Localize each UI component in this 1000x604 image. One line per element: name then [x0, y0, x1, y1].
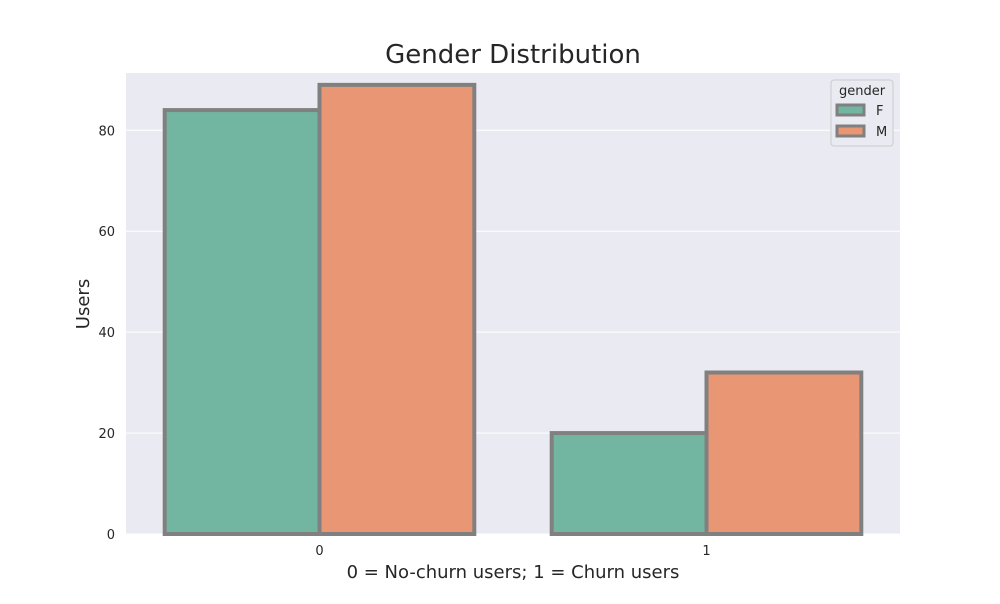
bar-M-1: [704, 370, 864, 537]
legend: gender FM: [830, 79, 894, 147]
y-tick-label: 40: [98, 326, 115, 341]
legend-label-M: M: [876, 125, 887, 140]
bars: [162, 82, 864, 537]
legend-swatch-M: [835, 124, 866, 138]
legend-swatch-F: [835, 103, 866, 117]
legend-title: gender: [839, 84, 886, 99]
legend-label-F: F: [876, 104, 883, 119]
x-tick-label: 1: [702, 544, 710, 559]
y-tick-label: 20: [98, 427, 115, 442]
y-axis-label: Users: [73, 279, 94, 329]
x-tick-label: 0: [315, 544, 323, 559]
y-tick-label: 80: [98, 124, 115, 139]
y-axis-ticks: 0 20 40 60 80: [98, 124, 115, 543]
y-tick-label: 0: [107, 528, 115, 543]
x-axis-label: 0 = No-churn users; 1 = Churn users: [347, 562, 680, 583]
legend-items: FM: [835, 103, 887, 140]
bar-M-0: [317, 82, 477, 536]
chart-title: Gender Distribution: [385, 40, 641, 70]
bar-F-1: [549, 431, 709, 537]
bar-F-0: [162, 108, 322, 537]
y-tick-label: 60: [98, 225, 115, 240]
